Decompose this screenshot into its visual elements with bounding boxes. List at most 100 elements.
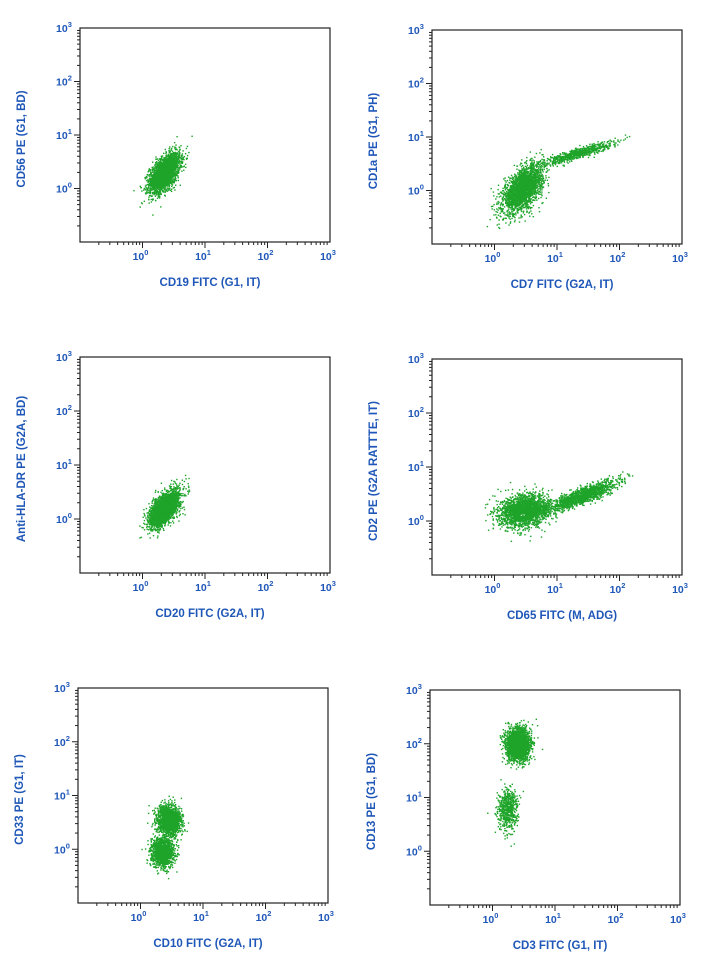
data-point xyxy=(532,204,535,207)
data-point xyxy=(169,168,171,170)
data-point xyxy=(524,172,526,174)
data-point xyxy=(160,176,162,179)
data-point xyxy=(178,151,180,153)
data-point xyxy=(535,188,537,190)
data-point xyxy=(166,160,168,162)
data-point xyxy=(178,155,181,157)
data-point xyxy=(146,190,148,192)
data-point xyxy=(162,162,165,164)
data-point xyxy=(177,172,180,174)
data-point xyxy=(170,190,173,193)
data-point xyxy=(157,174,160,176)
data-point xyxy=(175,168,177,171)
data-point xyxy=(173,169,176,171)
data-point xyxy=(534,169,536,172)
data-point xyxy=(177,157,179,159)
data-point xyxy=(543,180,545,183)
data-point xyxy=(509,188,512,191)
data-point xyxy=(518,221,521,223)
data-point xyxy=(159,166,161,169)
data-point xyxy=(158,163,160,165)
data-point xyxy=(516,190,518,192)
data-point xyxy=(172,170,174,172)
data-point xyxy=(162,171,165,173)
data-point xyxy=(516,207,519,210)
data-point xyxy=(522,193,525,195)
data-point xyxy=(144,189,147,191)
data-point xyxy=(515,201,517,203)
data-point xyxy=(537,197,540,200)
data-point xyxy=(150,194,152,197)
data-point xyxy=(503,195,505,197)
data-point xyxy=(156,190,158,192)
data-point xyxy=(148,199,150,201)
data-point xyxy=(541,189,543,191)
data-point xyxy=(174,148,177,151)
data-point xyxy=(154,185,156,188)
data-point xyxy=(515,195,517,197)
data-point xyxy=(514,173,516,175)
data-point xyxy=(174,157,176,159)
data-point xyxy=(168,184,171,186)
data-point xyxy=(169,158,171,160)
data-point xyxy=(146,189,149,191)
data-point xyxy=(177,167,179,169)
data-point xyxy=(526,160,528,162)
data-point xyxy=(147,189,150,191)
data-point xyxy=(525,191,527,193)
data-point xyxy=(170,175,172,177)
data-point xyxy=(166,157,168,159)
data-point xyxy=(169,150,171,153)
data-point xyxy=(546,168,548,170)
data-point xyxy=(147,183,149,186)
data-point xyxy=(165,183,167,185)
data-point xyxy=(172,161,174,163)
data-point xyxy=(531,182,534,184)
data-point xyxy=(522,210,525,213)
data-point xyxy=(171,184,174,186)
data-point xyxy=(538,211,541,213)
data-point xyxy=(498,219,500,221)
data-point xyxy=(181,155,184,157)
data-point xyxy=(155,178,158,180)
data-point xyxy=(177,179,179,182)
data-point xyxy=(526,195,528,198)
data-point xyxy=(531,201,533,204)
data-point xyxy=(163,182,165,184)
data-point xyxy=(520,214,522,216)
data-point xyxy=(519,186,521,189)
data-point xyxy=(503,193,506,196)
data-point xyxy=(172,155,175,157)
data-point xyxy=(506,180,509,182)
data-point xyxy=(152,168,154,170)
data-point xyxy=(176,171,178,174)
data-point xyxy=(493,209,495,211)
data-point xyxy=(154,177,157,179)
data-point xyxy=(154,187,156,189)
data-point xyxy=(546,179,549,181)
data-point xyxy=(166,164,169,166)
data-point xyxy=(143,189,145,191)
data-point xyxy=(165,163,167,166)
data-point xyxy=(182,150,184,152)
data-point xyxy=(178,169,180,171)
data-point xyxy=(156,184,159,186)
data-point xyxy=(150,195,153,197)
data-point xyxy=(538,193,540,195)
data-point xyxy=(161,180,164,182)
data-point xyxy=(157,166,160,168)
data-point xyxy=(503,178,505,180)
data-point xyxy=(519,201,522,204)
data-point xyxy=(159,176,162,178)
data-point xyxy=(178,166,180,169)
data-point xyxy=(149,181,152,183)
data-point xyxy=(170,176,173,178)
data-point xyxy=(162,191,164,193)
data-point xyxy=(501,203,504,206)
data-point xyxy=(523,188,525,190)
data-point xyxy=(154,175,156,177)
data-point xyxy=(153,173,155,175)
data-point xyxy=(169,146,171,148)
data-point xyxy=(148,202,150,204)
